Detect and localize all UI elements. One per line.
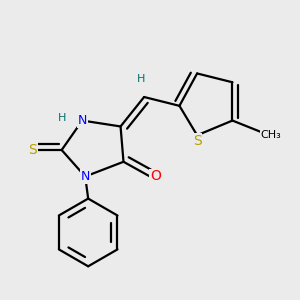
Text: O: O	[151, 169, 161, 184]
Text: H: H	[58, 112, 66, 123]
Text: H: H	[137, 74, 146, 84]
Text: N: N	[78, 114, 87, 127]
Text: S: S	[28, 143, 37, 157]
Text: N: N	[80, 170, 90, 183]
Text: S: S	[193, 134, 202, 148]
Text: CH₃: CH₃	[260, 130, 281, 140]
